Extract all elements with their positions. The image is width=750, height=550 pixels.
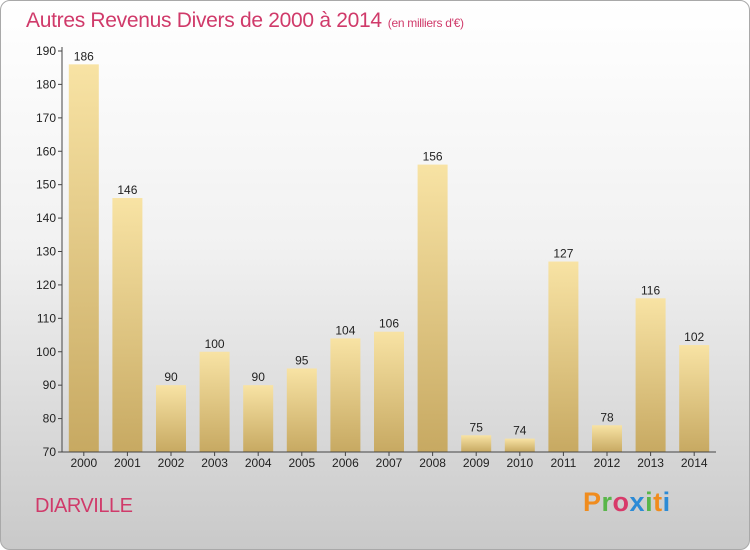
x-tick-label-2007: 2007 [376, 456, 403, 470]
data-label-2008: 156 [423, 150, 443, 164]
chart-title: Autres Revenus Divers de 2000 à 2014 (en … [26, 9, 464, 33]
data-label-2014: 102 [684, 330, 704, 344]
bar-2003 [199, 351, 230, 452]
x-tick-label-2005: 2005 [288, 456, 315, 470]
bar-2005 [286, 368, 317, 452]
logo-letter: o [612, 487, 630, 517]
y-tick-label-120: 120 [36, 278, 56, 292]
x-tick-label-2000: 2000 [70, 456, 97, 470]
bar-2008 [417, 164, 448, 452]
bar-2004 [243, 385, 274, 452]
bar-2001 [112, 198, 143, 452]
bar-2002 [156, 385, 186, 452]
proxiti-logo: Proxiti [583, 487, 671, 518]
y-tick-label-160: 160 [36, 144, 56, 158]
data-label-2010: 74 [513, 424, 527, 438]
bar-2007 [374, 331, 404, 452]
y-tick-label-190: 190 [36, 44, 56, 58]
bar-2014 [679, 345, 710, 452]
x-tick-label-2009: 2009 [463, 456, 490, 470]
x-tick-label-2006: 2006 [332, 456, 359, 470]
bar-2013 [635, 298, 666, 452]
chart-unit: (en milliers d'€) [387, 16, 464, 30]
x-tick-label-2010: 2010 [506, 456, 533, 470]
x-tick-label-2002: 2002 [158, 456, 185, 470]
y-tick-label-140: 140 [36, 211, 56, 225]
bar-2006 [330, 338, 361, 452]
data-label-2012: 78 [600, 410, 614, 424]
data-label-2005: 95 [295, 353, 309, 367]
commune-name: DIARVILLE [35, 495, 133, 517]
data-label-2013: 116 [641, 283, 660, 297]
bar-2010 [504, 438, 535, 452]
logo-letter: P [583, 487, 602, 517]
bar-2011 [548, 261, 579, 452]
data-label-2000: 186 [74, 49, 94, 63]
logo-letter: i [645, 487, 654, 517]
x-tick-label-2013: 2013 [637, 456, 664, 470]
data-label-2003: 100 [205, 337, 225, 351]
y-tick-label-80: 80 [43, 412, 57, 426]
x-tick-label-2003: 2003 [201, 456, 228, 470]
y-tick-label-150: 150 [36, 178, 56, 192]
y-tick-label-130: 130 [36, 245, 56, 259]
y-tick-label-90: 90 [43, 378, 57, 392]
logo-letter: r [601, 487, 613, 517]
x-tick-label-2001: 2001 [114, 456, 141, 470]
logo-letter: x [629, 487, 646, 517]
bar-2009 [461, 435, 492, 452]
y-tick-label-70: 70 [43, 445, 57, 459]
x-tick-label-2014: 2014 [681, 456, 708, 470]
data-label-2001: 146 [117, 183, 137, 197]
data-label-2002: 90 [164, 370, 178, 384]
x-tick-label-2012: 2012 [594, 456, 621, 470]
bar-2000 [68, 64, 99, 452]
y-tick-label-100: 100 [36, 345, 56, 359]
y-tick-label-110: 110 [37, 311, 56, 325]
data-label-2009: 75 [470, 420, 484, 434]
data-label-2007: 106 [379, 317, 399, 331]
x-tick-label-2004: 2004 [245, 456, 272, 470]
bar-2012 [592, 425, 622, 452]
data-label-2004: 90 [252, 370, 266, 384]
y-tick-label-180: 180 [36, 77, 56, 91]
logo-letter: i [662, 487, 671, 517]
chart-title-text: Autres Revenus Divers de 2000 à 2014 [26, 9, 382, 32]
data-label-2006: 104 [335, 323, 355, 337]
x-tick-label-2011: 2011 [550, 456, 576, 470]
logo-letter: t [653, 487, 663, 517]
x-tick-label-2008: 2008 [419, 456, 446, 470]
data-label-2011: 127 [553, 247, 573, 261]
y-tick-label-170: 170 [36, 111, 56, 125]
